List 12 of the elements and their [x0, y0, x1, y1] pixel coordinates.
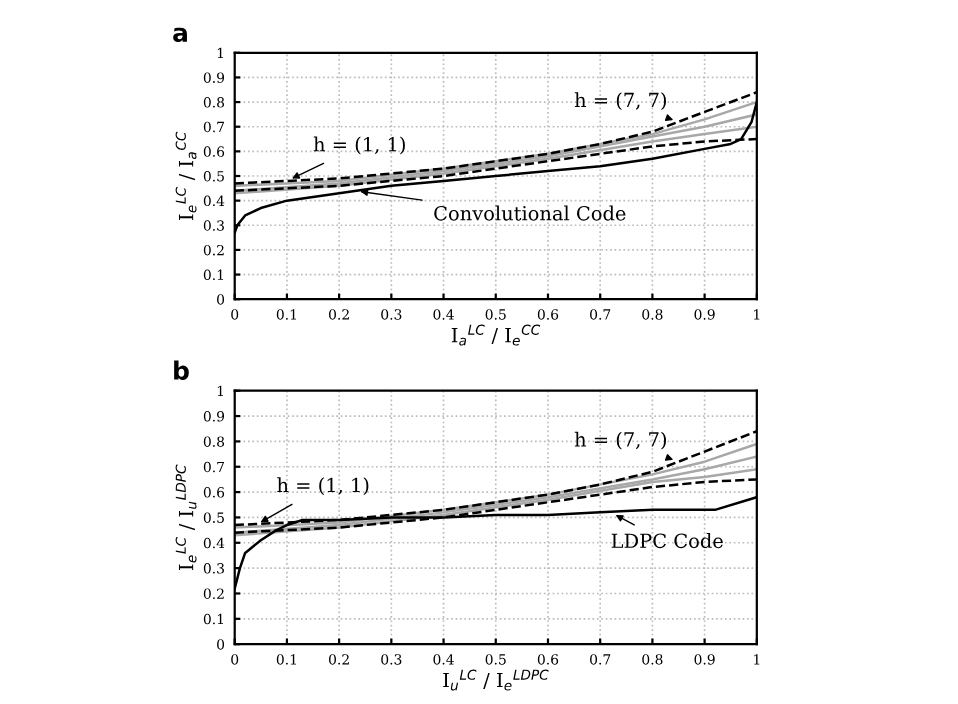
y-axis-title: I$_{e}$$^{LC}$ / I$_{u}$$^{LDPC}$ [175, 464, 197, 570]
x-axis-title: I$_{a}$$^{LC}$ / I$_{e}$$^{CC}$ [451, 324, 541, 346]
annotation: LDPC Code [611, 533, 723, 549]
x-axis-title: I$_{u}$$^{LC}$ / I$_{e}$$^{LDPC}$ [443, 669, 549, 691]
y-axis-title: I$_{e}$$^{LC}$ / I$_{a}$$^{CC}$ [175, 131, 197, 220]
annotation: h = (1, 1) [277, 477, 369, 496]
chart-title: b [174, 360, 189, 380]
annotation: h = (7, 7) [574, 431, 666, 450]
annotation: h = (1, 1) [313, 136, 405, 155]
annotation: Convolutional Code [434, 205, 626, 221]
annotation: h = (7, 7) [574, 92, 666, 111]
chart-title: a [173, 27, 187, 43]
